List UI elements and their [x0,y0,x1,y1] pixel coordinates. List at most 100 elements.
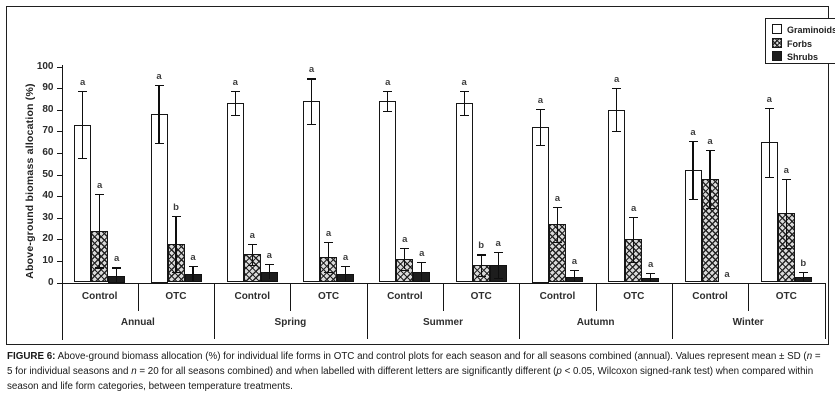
error-cap-bottom-annual-otc-forbs [171,271,181,273]
y-tick [56,196,62,198]
error-bar-annual-otc-forbs [175,215,177,272]
sig-letter-autumn-otc-forbs: a [631,202,637,214]
caption-segment: FIGURE 6: [7,351,56,362]
error-cap-bottom-spring-otc-forbs [324,271,333,273]
error-cap-top-annual-otc-forbs [171,215,181,217]
season-separator [824,282,826,339]
bar-summer-control-graminoids [379,101,397,283]
sig-letter-annual-control-shrubs: a [114,253,120,265]
sig-letter-spring-control-graminoids: a [232,77,238,89]
caption-segment: Above-ground biomass allocation (%) for … [55,351,807,362]
error-bar-winter-otc-shrubs [802,271,804,282]
treatment-label-control: Control [81,290,118,302]
sig-letter-spring-otc-graminoids: a [308,64,315,76]
error-cap-top-autumn-otc-graminoids [612,88,622,90]
error-bar-annual-otc-graminoids [158,84,160,144]
error-bar-spring-otc-shrubs [344,266,347,282]
bar-spring-otc-graminoids [303,101,320,283]
caption-segment: n [131,366,137,377]
season-label-winter: Winter [732,316,764,328]
sig-letter-autumn-control-graminoids: a [537,94,544,106]
treatment-label-otc: OTC [775,290,797,302]
season-separator [214,282,216,339]
shrubs-swatch-icon [772,51,782,61]
error-bar-winter-otc-graminoids [768,107,770,177]
figure-caption: FIGURE 6: Above-ground biomass allocatio… [7,349,828,394]
y-tick-label: 70 [42,125,54,137]
treatment-separator [443,282,444,311]
error-cap-bottom-winter-control-graminoids [688,199,698,201]
figure-frame: Above-ground biomass allocation (%) 0 10 2… [6,6,835,345]
legend-label: Forbs [787,38,813,49]
error-cap-bottom-summer-otc-graminoids [459,115,469,117]
error-cap-top-spring-otc-graminoids [307,78,316,80]
error-cap-top-winter-otc-shrubs [798,271,808,273]
sig-letter-annual-otc-forbs: b [173,201,179,213]
sig-letter-annual-otc-shrubs: a [190,252,196,264]
y-tick-label: 90 [42,82,54,94]
treatment-label-control: Control [539,290,576,302]
sig-letter-summer-otc-forbs: b [478,240,484,252]
y-tick [56,152,62,155]
error-cap-bottom-autumn-control-graminoids [535,145,545,147]
error-cap-bottom-autumn-otc-graminoids [612,131,622,133]
error-cap-bottom-winter-otc-graminoids [764,176,774,178]
error-cap-top-annual-otc-shrubs [188,266,198,268]
error-bar-spring-otc-forbs [327,241,330,272]
sig-letter-spring-control-forbs: a [249,229,255,241]
treatment-label-otc: OTC [623,290,645,302]
sig-letter-winter-control-graminoids: a [690,127,696,138]
error-bar-autumn-otc-forbs [633,216,635,262]
treatment-label-control: Control [234,290,271,302]
y-axis-line [61,64,63,340]
forbs-swatch-icon [772,37,782,48]
sig-letter-autumn-otc-shrubs: a [648,258,654,270]
y-tick [56,282,62,284]
y-tick [56,88,62,90]
y-tick-label: 30 [42,211,54,223]
error-cap-bottom-spring-control-forbs [247,265,257,267]
sig-letter-summer-control-graminoids: a [385,77,391,89]
season-label-summer: Summer [422,316,463,328]
bar-spring-control-graminoids [226,103,244,283]
y-tick-label: 0 [47,276,54,288]
y-tick [56,131,62,133]
treatment-label-control: Control [692,290,728,302]
treatment-label-otc: OTC [317,290,340,302]
sig-letter-summer-otc-graminoids: a [461,77,467,89]
sig-letter-spring-control-shrubs: a [266,250,272,262]
sig-letter-autumn-otc-graminoids: a [614,74,620,86]
error-bar-autumn-control-shrubs [573,269,575,282]
season-separator [671,282,673,339]
error-cap-bottom-autumn-control-forbs [552,241,562,243]
sig-letter-winter-otc-forbs: a [783,164,789,176]
error-cap-bottom-spring-otc-graminoids [307,123,316,125]
error-bar-spring-control-shrubs [268,264,270,280]
error-cap-bottom-winter-otc-forbs [781,247,791,250]
error-bar-winter-control-forbs [709,149,711,208]
legend-label: Graminoids [787,25,835,35]
y-tick [56,66,62,68]
sig-letter-autumn-control-forbs: a [554,192,561,204]
caption-segment: = 20 for all seasons combined) and when … [136,366,557,377]
treatment-separator [748,282,750,311]
error-bar-autumn-control-forbs [556,206,558,242]
y-tick-label: 50 [42,168,54,180]
error-cap-top-autumn-otc-shrubs [646,272,656,274]
error-cap-top-summer-otc-shrubs [493,252,503,254]
treatment-label-control: Control [387,290,423,302]
error-cap-bottom-annual-otc-graminoids [154,143,164,145]
bar-autumn-otc-graminoids [608,109,626,283]
error-cap-top-spring-otc-shrubs [341,266,350,268]
error-cap-bottom-summer-otc-forbs [476,276,486,278]
error-bar-summer-control-shrubs [421,262,423,282]
error-bar-annual-control-forbs [99,193,101,268]
sig-letter-autumn-control-shrubs: a [571,255,578,267]
y-tick-label: 40 [42,190,54,202]
bar-autumn-control-graminoids [531,127,549,283]
legend: Graminoids Forbs Shrubs [765,18,835,64]
y-tick [56,174,62,176]
treatment-separator [290,282,292,311]
y-tick [56,109,62,111]
sig-letter-annual-control-graminoids: a [80,77,86,89]
